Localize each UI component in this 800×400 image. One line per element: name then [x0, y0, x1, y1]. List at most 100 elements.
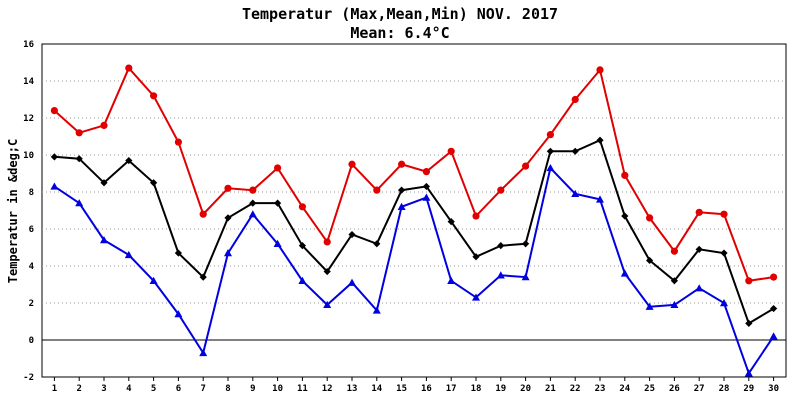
x-tick-label: 9 — [250, 384, 255, 394]
series-2-point — [770, 304, 778, 313]
x-tick-label: 25 — [644, 384, 655, 394]
y-tick-label: 8 — [29, 188, 34, 198]
series-3-point — [472, 293, 480, 301]
series-2-point — [249, 199, 257, 207]
x-tick-label: 16 — [421, 384, 432, 394]
chart-subtitle: Mean: 6.4°C — [350, 24, 449, 42]
y-tick-label: 6 — [29, 225, 34, 235]
series-1-line — [53, 66, 774, 282]
series-2-point — [150, 179, 158, 187]
series-2-point — [422, 182, 430, 191]
series-3-point — [298, 276, 307, 284]
series-2-point — [50, 153, 58, 161]
series-1-point — [125, 64, 133, 72]
series-3-point — [695, 284, 704, 292]
series-3-point — [100, 236, 108, 244]
plot-frame — [41, 43, 787, 378]
series-3-point — [422, 193, 431, 201]
y-tick-label: 10 — [23, 151, 34, 161]
x-tick-label: 6 — [176, 384, 181, 394]
chart-title: Temperatur (Max,Mean,Min) NOV. 2017 — [242, 5, 558, 23]
series-1-point — [224, 184, 232, 192]
series-3-point — [124, 250, 133, 259]
series-2-point — [546, 147, 554, 155]
series-1-point — [298, 203, 306, 211]
series-3-point — [769, 332, 778, 340]
series-1-point — [621, 171, 629, 179]
x-tick-label: 28 — [719, 384, 730, 394]
series-2-point — [100, 179, 108, 187]
series-3-point — [744, 369, 753, 377]
series-1-point — [348, 160, 356, 168]
series-2-point — [174, 249, 182, 257]
series-2-point — [472, 253, 480, 261]
series-1-point — [695, 208, 703, 216]
x-tick-label: 22 — [570, 384, 581, 394]
x-tick-label: 13 — [347, 384, 358, 394]
series-1-point — [670, 247, 679, 255]
series-3-point — [174, 310, 183, 318]
series-2-point — [224, 214, 232, 222]
x-tick-label: 10 — [272, 384, 283, 394]
x-tick-label: 20 — [520, 384, 531, 394]
series-1-point — [472, 212, 480, 220]
x-tick-label: 3 — [101, 384, 106, 394]
series-1-point — [373, 186, 381, 194]
x-tick-label: 21 — [545, 384, 556, 394]
series-1-point — [745, 277, 753, 285]
series-3-point — [496, 271, 505, 279]
series-2-point — [522, 240, 530, 248]
y-tick-label: 0 — [29, 336, 34, 346]
y-tick-label: -2 — [23, 373, 34, 383]
series-1-point — [50, 107, 59, 115]
series-2-point — [298, 242, 306, 250]
series-2-point — [621, 212, 629, 220]
x-tick-label: 5 — [151, 384, 156, 394]
y-axis-label: Temperatur in &deg;C — [6, 139, 20, 284]
series-2-point — [596, 136, 604, 144]
series-3-point — [248, 210, 257, 218]
series-1-point — [398, 160, 406, 168]
series-3-point — [273, 239, 282, 247]
series-1-point — [274, 164, 282, 172]
series-1-point — [199, 210, 207, 218]
x-tick-label: 27 — [694, 384, 705, 394]
series-2-point — [695, 245, 703, 253]
x-tick-label: 29 — [743, 384, 754, 394]
series-2-point — [199, 273, 207, 281]
series-3-point — [720, 299, 728, 307]
series-3-point — [521, 273, 530, 281]
series-2-point — [274, 199, 282, 207]
series-3-point — [596, 195, 604, 203]
x-tick-label: 30 — [768, 384, 779, 394]
x-tick-label: 19 — [495, 384, 506, 394]
series-1-point — [720, 210, 728, 218]
series-2-point — [670, 277, 678, 285]
series-2-point — [571, 147, 579, 155]
x-tick-label: 17 — [446, 384, 457, 394]
series-3-point — [372, 306, 381, 314]
series-2-point — [497, 242, 505, 250]
series-1-point — [522, 162, 530, 170]
series-1-point — [497, 186, 505, 194]
series-3-line — [53, 165, 775, 376]
series-2-point — [75, 155, 83, 163]
series-1-point — [249, 186, 257, 194]
x-tick-label: 23 — [595, 384, 606, 394]
series-1-point — [422, 168, 430, 176]
series-3-point — [447, 276, 456, 284]
series-1-point — [174, 138, 182, 146]
x-tick-label: 4 — [126, 384, 132, 394]
series-3-point — [75, 199, 84, 207]
series-3-point — [224, 249, 232, 257]
series-1-point — [770, 273, 778, 281]
x-tick-label: 7 — [200, 384, 205, 394]
series-2-point — [373, 240, 381, 248]
x-tick-label: 2 — [76, 384, 81, 394]
series-1-point — [646, 214, 654, 222]
series-3-point — [323, 300, 332, 309]
series-3-point — [670, 300, 679, 309]
series-3-point — [50, 182, 59, 190]
